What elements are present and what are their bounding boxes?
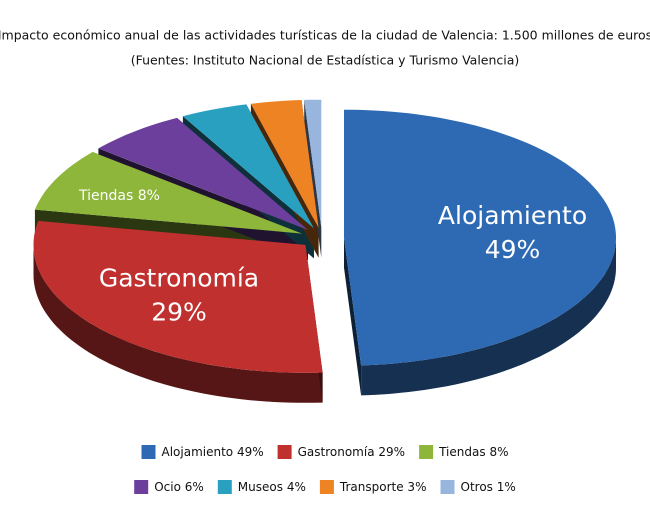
legend-label: Alojamiento 49% <box>162 445 264 459</box>
legend-value: 4% <box>287 480 306 494</box>
slice <box>33 220 323 373</box>
legend-name: Tiendas <box>438 445 486 459</box>
slice <box>182 104 314 229</box>
legend-item: Ocio 6% <box>134 480 204 494</box>
legend-name: Museos <box>238 480 283 494</box>
slice <box>343 109 616 366</box>
slice <box>98 117 308 231</box>
legend-name: Transporte <box>339 480 404 494</box>
legend-value: 8% <box>489 445 508 459</box>
legend-label: Transporte 3% <box>339 480 427 494</box>
legend-value: 49% <box>237 445 264 459</box>
legend-item: Alojamiento 49% <box>141 445 264 459</box>
slice-label-name: Tiendas <box>78 188 133 204</box>
legend-value: 6% <box>185 480 204 494</box>
slice-value-label: 8% <box>138 188 160 204</box>
legend-item: Gastronomía 29% <box>277 445 405 459</box>
legend-label: Ocio 6% <box>154 480 204 494</box>
legend-value: 3% <box>407 480 426 494</box>
slice-wall <box>343 237 362 396</box>
legend-swatch <box>277 445 292 459</box>
slice-side <box>33 244 323 403</box>
legend-name: Ocio <box>154 480 181 494</box>
legend-swatch <box>217 480 232 494</box>
legend-label: Tiendas 8% <box>438 445 508 459</box>
slice-value-label: 49% <box>485 235 541 264</box>
slice-label: Tiendas 8% <box>78 188 160 204</box>
legend-value: 29% <box>378 445 405 459</box>
slice-label: Gastronomía <box>99 263 259 292</box>
legend-name: Otros <box>461 480 493 494</box>
legend-swatch <box>319 480 334 494</box>
legend-swatch <box>141 445 156 459</box>
legend-label: Gastronomía 29% <box>298 445 405 459</box>
slice-side <box>361 237 616 396</box>
legend-item: Tiendas 8% <box>419 445 508 459</box>
legend-label: Otros 1% <box>461 480 516 494</box>
legend-item: Otros 1% <box>440 480 516 494</box>
legend-swatch <box>440 480 455 494</box>
legend-label: Museos 4% <box>238 480 306 494</box>
legend-item: Museos 4% <box>217 480 306 494</box>
chart-subtitle: (Fuentes: Instituto Nacional de Estadíst… <box>131 53 520 68</box>
legend-value: 1% <box>497 480 516 494</box>
legend-swatch <box>419 445 434 459</box>
slice-label: Alojamiento <box>438 201 587 230</box>
legend-item: Transporte 3% <box>319 480 427 494</box>
legend-name: Gastronomía <box>298 445 375 459</box>
chart-title: Impacto económico anual de las actividad… <box>0 28 650 43</box>
slice <box>250 100 319 228</box>
legend-swatch <box>134 480 149 494</box>
legend-name: Alojamiento <box>162 445 234 459</box>
slice <box>304 99 322 228</box>
slice <box>34 152 303 234</box>
slice-value-label: 29% <box>151 297 207 326</box>
